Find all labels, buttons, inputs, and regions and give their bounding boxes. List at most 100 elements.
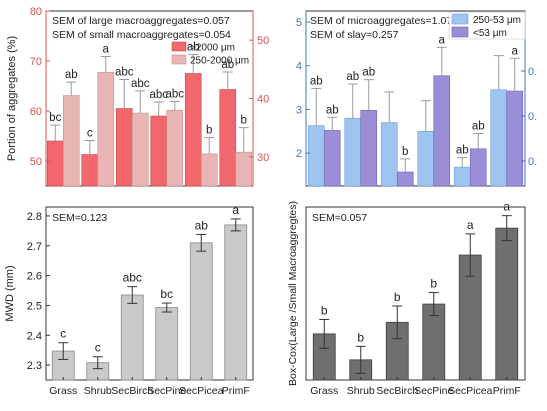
panel-a-ytick-label-2: 70: [30, 56, 42, 68]
panel-b-label-0-1: ab: [346, 71, 359, 83]
panel-b-y2tick-label-1: 0.: [528, 111, 537, 123]
panel-a-label-small-3: abc: [165, 88, 184, 100]
panel-a-label-small-4: b: [206, 125, 212, 137]
panel-b-label-1-3: a: [439, 34, 446, 46]
panel-d-xtick-label-0: Grass: [310, 385, 338, 397]
panel-b-label-1-0: ab: [326, 104, 339, 116]
panel-c-xtick-label-5: PrimF: [222, 385, 250, 397]
panel-d-xtick-label-3: SecPine: [414, 385, 453, 397]
panel-d-bar-5: [495, 227, 519, 381]
panel-b-bar-1-5: [506, 90, 524, 187]
panel-c-ytick-label-4: 2.7: [27, 241, 42, 253]
panel-a-bar-small-2: [131, 112, 149, 187]
panel-a-label-large-4: ab: [187, 42, 200, 54]
panel-a-y2tick-label-2: 50: [257, 35, 269, 47]
panel-a-label-large-0: bc: [49, 112, 61, 124]
panel-b-ytick-label-0: 2: [296, 148, 302, 160]
panel-b-bar-0-0: [307, 125, 325, 187]
panel-a-legend-label-1: 250-2000 μm: [190, 56, 249, 67]
panel-c-ytick-label-3: 2.6: [27, 271, 42, 283]
panel-a-bar-small-3: [166, 109, 184, 187]
panel-a-annotation-0: SEM of large macroaggregates=0.057: [52, 15, 230, 27]
panel-a-label-large-2: abc: [115, 67, 134, 79]
panel-d-xtick-label-1: Shrub: [347, 385, 375, 397]
panel-a-bar-small-4: [200, 153, 218, 187]
panel-a-ytick-label-0: 50: [30, 156, 42, 168]
panel-c-annotation-0: SEM=0.123: [52, 212, 107, 224]
panel-b-ytick-label-3: 5: [296, 17, 302, 29]
panel-b-bar-1-0: [323, 130, 341, 187]
panel-a-bar-large-0: [46, 140, 64, 187]
panel-b-label-1-4: ab: [472, 121, 485, 133]
panel-c-ylabel: MWD (mm): [4, 265, 16, 321]
panel-c-xtick-label-4: SecPicea: [179, 385, 224, 397]
panel-a-y2tick-label-1: 40: [257, 94, 269, 106]
panel-a-label-small-5: b: [241, 115, 247, 127]
panel-d-label-4: a: [467, 218, 474, 232]
panel-a-label-large-5: ab: [221, 59, 234, 71]
panel-a-bar-large-4: [184, 73, 202, 187]
panel-c-label-5: a: [232, 203, 239, 217]
panel-b-bar-1-4: [469, 148, 487, 187]
panel-d-label-0: b: [321, 303, 328, 317]
panel-a-ytick-label-3: 80: [30, 6, 42, 18]
panel-b-label-0-0: ab: [310, 75, 323, 87]
panel-a-label-small-1: a: [103, 44, 110, 56]
panel-c-bar-5: [224, 224, 248, 381]
panel-c-ytick-label-2: 2.5: [27, 300, 42, 312]
panel-a-label-large-3: abc: [149, 89, 168, 101]
panel-c-ytick-label-0: 2.3: [27, 360, 42, 372]
panel-d-ylabel: Box-Cox(Large /Small Macroaggregtes): [287, 201, 299, 386]
panel-d-label-1: b: [357, 330, 364, 344]
panel-c-label-2: abc: [123, 271, 142, 285]
panel-b-legend-label-0: 250-53 μm: [473, 15, 521, 26]
panel-a-y2tick-label-0: 30: [257, 152, 269, 164]
panel-d-frame: [305, 206, 526, 381]
panel-b-legend-swatch-0: [451, 13, 469, 25]
panel-a-label-small-0: ab: [65, 69, 78, 81]
panel-b-ytick-label-1: 3: [296, 104, 302, 116]
panel-c-xtick-label-3: SecPine: [147, 385, 186, 397]
panel-d-annotation-0: SEM=0.057: [312, 212, 367, 224]
panel-b-bar-0-4: [453, 166, 471, 187]
panel-c-label-3: bc: [160, 287, 173, 301]
panel-a-legend-label-0: >2000 μm: [190, 43, 235, 54]
panel-a-bar-large-3: [150, 115, 168, 187]
panel-a-ytick-label-1: 60: [30, 106, 42, 118]
panel-a-ylabel: Portion of aggregates (%): [6, 36, 18, 161]
panel-c-frame: [45, 206, 254, 381]
panel-b-bar-1-3: [433, 75, 451, 187]
panel-b-bar-0-2: [380, 122, 398, 187]
panel-b-annotation-1: SEM of slay=0.257: [310, 29, 399, 41]
panel-c-xtick-label-2: SecBirch: [111, 385, 153, 397]
panel-c-bar-4: [189, 242, 213, 381]
panel-b-annotation-0: SEM of microaggregates=1.073: [310, 15, 458, 27]
panel-a-bar-small-0: [62, 95, 80, 187]
panel-c-label-0: c: [60, 327, 66, 341]
panel-c-xtick-label-0: Grass: [49, 385, 77, 397]
panel-b-label-0-4: ab: [456, 145, 469, 157]
panel-b-label-1-1: ab: [362, 67, 375, 79]
panel-c-ytick-label-1: 2.4: [27, 330, 42, 342]
panel-b-bar-1-2: [396, 171, 414, 187]
panel-c-bar-3: [155, 307, 179, 381]
panel-c-ytick-label-5: 2.8: [27, 211, 42, 223]
panel-a-bar-small-1: [97, 71, 115, 187]
panel-a-legend-swatch-1: [171, 54, 187, 65]
panel-c-bar-2: [120, 294, 144, 381]
panel-a-bar-large-5: [219, 89, 237, 187]
panel-a-label-large-1: c: [87, 128, 93, 140]
panel-b-legend-label-1: <53 μm: [473, 28, 507, 39]
panel-a-bar-large-2: [115, 108, 133, 187]
panel-a-annotation-1: SEM of small macroaggregates=0.054: [52, 29, 231, 41]
panel-d-label-3: b: [430, 277, 437, 291]
panel-b-bar-0-3: [417, 131, 435, 187]
panel-b-bar-0-1: [344, 117, 362, 187]
panel-b-label-1-2: b: [402, 146, 408, 158]
panel-a-legend-swatch-0: [171, 41, 187, 52]
panel-b-bar-1-1: [360, 110, 378, 187]
panel-c-label-1: c: [95, 341, 101, 355]
panel-d-label-2: b: [394, 290, 401, 304]
panel-b-bar-0-5: [490, 89, 508, 187]
